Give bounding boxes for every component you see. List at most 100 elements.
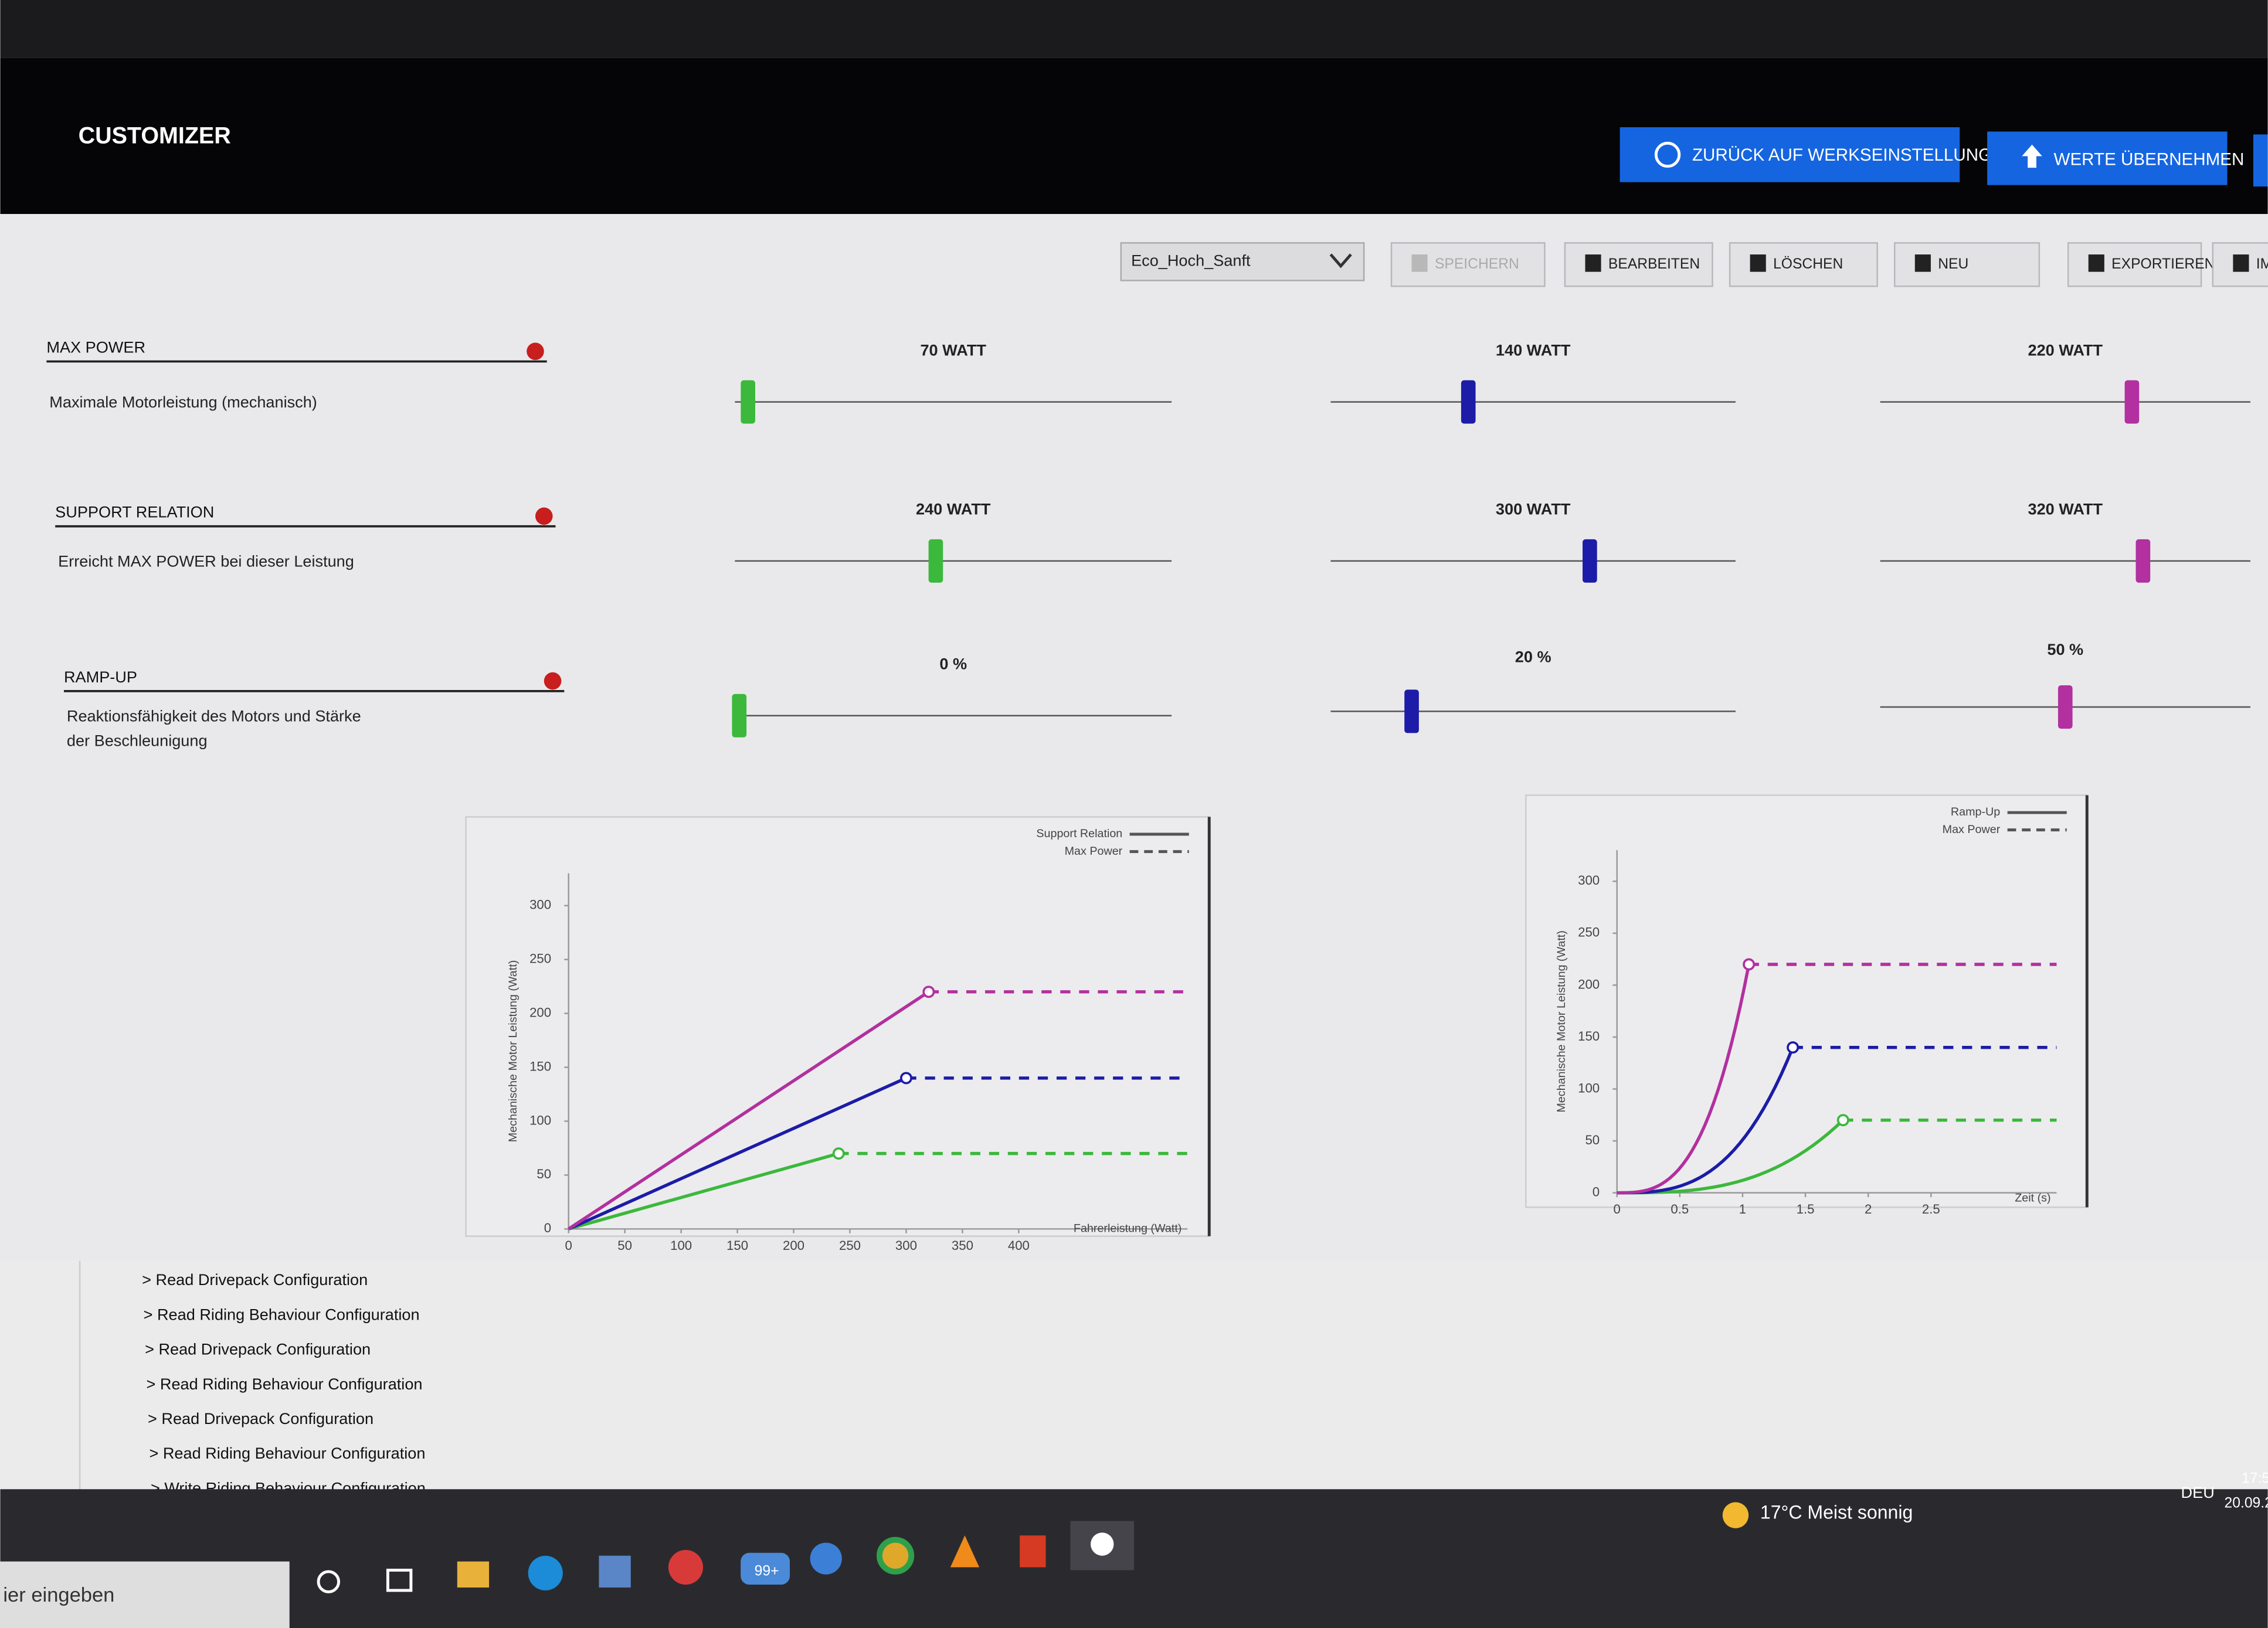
y-tick-label: 150 xyxy=(529,1059,551,1073)
log-entry: > Read Drivepack Configuration xyxy=(145,1340,371,1358)
y-tick-label: 300 xyxy=(1578,873,1600,888)
x-tick-label: 2 xyxy=(1865,1202,1872,1216)
log-entry: > Read Riding Behaviour Configuration xyxy=(147,1375,423,1393)
reset-button[interactable] xyxy=(1619,127,1960,182)
x-tick-label: 250 xyxy=(839,1238,861,1253)
knee-point xyxy=(1743,958,1756,971)
log-entry: > Read Drivepack Configuration xyxy=(148,1409,374,1428)
y-tick-label: 200 xyxy=(1578,977,1600,991)
slider-thumb[interactable] xyxy=(741,380,755,424)
support-curve xyxy=(1617,964,1751,1195)
edge-icon[interactable] xyxy=(528,1555,563,1590)
language[interactable]: DEU xyxy=(2181,1483,2215,1501)
vlc-icon[interactable] xyxy=(950,1535,980,1568)
profile-name: Eco_Hoch_Sanft xyxy=(1131,251,1251,270)
log-entry: > Read Riding Behaviour Configuration xyxy=(149,1444,425,1462)
legend-label: Max Power xyxy=(1943,823,2001,836)
slider-value: 220 WATT xyxy=(2028,341,2103,359)
cut-button xyxy=(2253,134,2268,187)
slider-value: 320 WATT xyxy=(2028,500,2103,518)
setting-title: MAX POWER xyxy=(46,338,145,356)
y-tick-label: 50 xyxy=(1585,1133,1600,1147)
y-tick-label: 250 xyxy=(1578,925,1600,940)
slider-thumb[interactable] xyxy=(2124,380,2140,424)
search-box[interactable] xyxy=(0,1561,290,1628)
toolbar-icon xyxy=(1585,254,1601,272)
x-tick-label: 400 xyxy=(1008,1238,1030,1253)
dropdown-arrow xyxy=(1329,253,1352,268)
knee-point xyxy=(1836,1114,1849,1127)
setting-description: Maximale Motorleistung (mechanisch) xyxy=(49,393,317,411)
setting-description: Reaktionsfähigkeit des Motors und Stärke xyxy=(67,706,361,725)
search-placeholder: ier eingeben xyxy=(3,1584,114,1606)
slider-thumb[interactable] xyxy=(2058,685,2073,729)
slider-value: 240 WATT xyxy=(916,500,991,518)
app-title: CUSTOMIZER xyxy=(79,123,231,149)
bezel xyxy=(0,0,2268,58)
clock-time[interactable]: 17:5 xyxy=(2242,1470,2268,1486)
x-tick-label: 50 xyxy=(617,1238,632,1253)
x-tick-label: 300 xyxy=(895,1238,917,1253)
mail-icon[interactable] xyxy=(741,1552,790,1585)
explorer-icon[interactable] xyxy=(457,1561,490,1588)
y-axis-label: Mechanische Motor Leistung (Watt) xyxy=(507,960,520,1143)
app-icon[interactable] xyxy=(668,1549,704,1585)
y-tick-label: 0 xyxy=(1593,1185,1600,1199)
slider-thumb[interactable] xyxy=(732,694,747,737)
reset-label: ZURÜCK AUF WERKSEINSTELLUNG xyxy=(1692,145,1992,165)
taskview-icon[interactable] xyxy=(386,1568,413,1592)
cloud-app-icon[interactable] xyxy=(810,1542,842,1575)
weather-icon xyxy=(1722,1502,1749,1528)
support-curve xyxy=(568,1076,907,1231)
toolbar-label: SPEICHERN xyxy=(1435,256,1519,272)
setting-title: SUPPORT RELATION xyxy=(55,503,214,521)
setting-description: der Beschleunigung xyxy=(67,731,208,749)
office-icon[interactable] xyxy=(1020,1535,1046,1568)
slider-value: 0 % xyxy=(939,655,967,673)
slider-thumb[interactable] xyxy=(1461,380,1476,424)
y-axis-label: Mechanische Motor Leistung (Watt) xyxy=(1555,930,1568,1113)
slider-thumb[interactable] xyxy=(1583,539,1597,583)
chart-frame xyxy=(465,816,1210,1237)
cortana-icon[interactable] xyxy=(317,1570,341,1593)
y-tick-label: 50 xyxy=(537,1167,551,1181)
info-icon[interactable] xyxy=(544,672,562,690)
legend-label: Support Relation xyxy=(1036,827,1122,840)
slider-thumb[interactable] xyxy=(1404,689,1419,733)
x-tick-label: 0 xyxy=(1614,1202,1621,1216)
info-icon[interactable] xyxy=(527,342,544,361)
x-tick-label: 2.5 xyxy=(1922,1202,1940,1216)
apply-label: WERTE ÜBERNEHMEN xyxy=(2054,150,2245,169)
y-tick-label: 200 xyxy=(529,1005,551,1019)
support-curve xyxy=(1617,1046,1795,1195)
active-app-icon xyxy=(1091,1532,1114,1556)
weather[interactable]: 17°C Meist sonnig xyxy=(1760,1502,1913,1523)
slider-value: 70 WATT xyxy=(920,341,986,359)
knee-point xyxy=(922,985,935,998)
apply-button[interactable] xyxy=(1987,131,2228,185)
y-tick-label: 300 xyxy=(529,898,551,912)
clock-date: 20.09.2 xyxy=(2225,1495,2268,1511)
settings: MAX POWER Maximale Motorleistung (mechani… xyxy=(46,338,2250,749)
y-tick-label: 0 xyxy=(544,1221,551,1235)
slider-value: 20 % xyxy=(1515,647,1551,665)
x-tick-label: 0.5 xyxy=(1671,1202,1689,1216)
store-icon[interactable] xyxy=(599,1555,631,1588)
slider-thumb[interactable] xyxy=(928,539,943,583)
chrome-icon[interactable] xyxy=(877,1537,915,1575)
legend-label: Ramp-Up xyxy=(1951,805,2000,818)
support-curve xyxy=(568,1152,840,1231)
knee-point xyxy=(832,1147,845,1160)
info-icon[interactable] xyxy=(535,507,553,525)
profile-select[interactable] xyxy=(1120,242,1365,281)
toolbar-label: BEARBEITEN xyxy=(1608,256,1700,272)
y-tick-label: 100 xyxy=(1578,1080,1600,1095)
slider-thumb[interactable] xyxy=(2135,539,2151,583)
y-tick-label: 250 xyxy=(529,951,551,966)
toolbar-icon xyxy=(1914,254,1931,272)
toolbar-icon xyxy=(1750,254,1766,272)
toolbar-icon xyxy=(2233,254,2249,272)
x-tick-label: 350 xyxy=(952,1238,973,1253)
